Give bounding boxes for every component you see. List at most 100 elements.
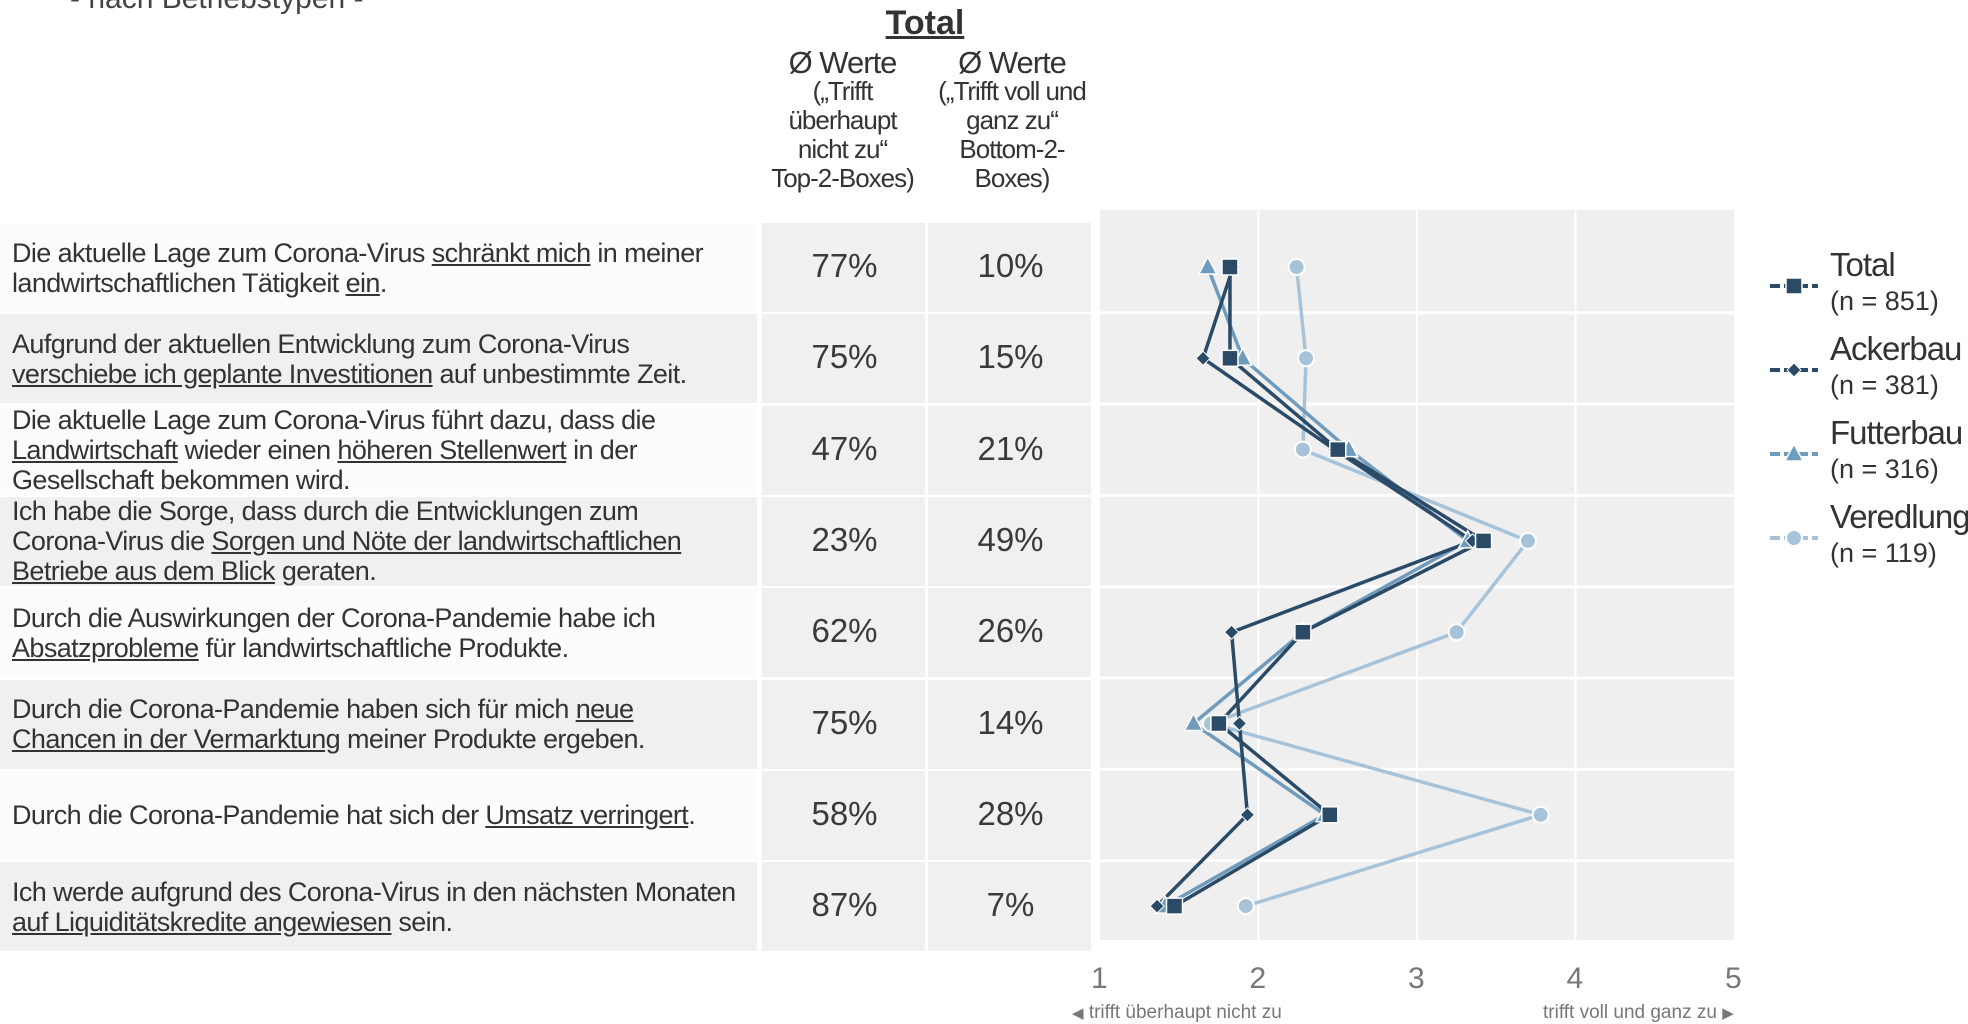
arrow-left-icon: ◀ <box>1072 1005 1084 1022</box>
statement-segment: Gesellschaft bekommen wird. <box>12 465 351 496</box>
legend-series-name: Futterbau <box>1830 414 1963 451</box>
data-point-total <box>1221 349 1239 368</box>
row-band <box>0 405 757 495</box>
statement-line: Betriebe aus dem Blick geraten. <box>12 556 757 586</box>
legend-sample-size: (n = 381) <box>1830 370 1939 400</box>
top2-value: 75% <box>811 338 878 376</box>
column-header-bottom2-line: („Trifft voll und <box>938 76 1087 106</box>
statement-text: Die aktuelle Lage zum Corona-Virus schrä… <box>12 238 757 298</box>
value-cell-bg <box>762 405 925 495</box>
statement-segment: wieder einen <box>177 435 338 466</box>
x-tick-label: 2 <box>1249 962 1267 995</box>
row-band <box>0 588 757 678</box>
statement-emphasis: schränkt mich <box>431 237 591 268</box>
bottom2-value: 26% <box>977 612 1044 650</box>
legend-swatch <box>1770 362 1818 378</box>
value-cell-bg <box>762 679 925 769</box>
row-band <box>0 314 757 404</box>
statement-line: Chancen in der Vermarktung meiner Produk… <box>12 724 757 754</box>
legend-marker <box>1786 362 1802 378</box>
statement-line: Aufgrund der aktuellen Entwicklung zum C… <box>12 329 757 359</box>
column-header-top2-line: Top-2-Boxes) <box>771 163 915 193</box>
value-cell-bg <box>928 588 1091 678</box>
legend-sample-size: (n = 851) <box>1830 286 1939 316</box>
statement-line: Corona-Virus die Sorgen und Nöte der lan… <box>12 526 757 556</box>
statement-segment: Ich habe die Sorge, dass durch die Entwi… <box>12 496 639 527</box>
legend-swatch <box>1770 277 1818 295</box>
statement-segment: meiner Produkte ergeben. <box>340 724 645 754</box>
legend-sample-size: (n = 316) <box>1830 454 1939 484</box>
x-axis-note-left: ◀ trifft überhaupt nicht zu <box>1072 1002 1282 1024</box>
statement-emphasis: Umsatz verringert <box>485 800 689 831</box>
value-cell-bg <box>928 496 1091 586</box>
bottom2-value: 15% <box>977 338 1044 376</box>
top2-value: 77% <box>811 247 878 284</box>
statement-line: Die aktuelle Lage zum Corona-Virus schrä… <box>12 238 757 268</box>
statement-line: Durch die Corona-Pandemie haben sich für… <box>12 694 757 724</box>
series-line-ackerbau <box>1155 266 1475 908</box>
data-point-ackerbau <box>1239 807 1256 823</box>
legend-series-name: Veredlung <box>1830 498 1968 535</box>
total-header: Total <box>885 4 965 42</box>
top2-value: 62% <box>811 612 878 650</box>
row-band <box>0 223 757 312</box>
arrow-right-icon: ▶ <box>1722 1005 1734 1022</box>
data-point-futterbau <box>1183 711 1204 732</box>
value-cell-bg <box>762 314 925 404</box>
data-point-ackerbau <box>1149 898 1165 914</box>
statement-line: Ich habe die Sorge, dass durch die Entwi… <box>12 496 757 526</box>
x-tick-label: 3 <box>1408 962 1425 995</box>
statement-emphasis: ein <box>345 267 381 298</box>
top2-value: 23% <box>811 520 878 558</box>
statement-line: Die aktuelle Lage zum Corona-Virus führt… <box>12 405 757 435</box>
value-cell-bg <box>762 496 925 586</box>
statement-text: Die aktuelle Lage zum Corona-Virus führt… <box>12 405 757 495</box>
value-cell-bg <box>928 314 1091 404</box>
data-point-veredlung <box>1518 531 1537 550</box>
x-tick-label: 1 <box>1091 962 1108 995</box>
series-line-total <box>1173 267 1486 908</box>
x-tick-label: 4 <box>1566 962 1584 995</box>
x-tick-label: 5 <box>1725 962 1742 995</box>
x-axis-note-right-text: trifft voll und ganz zu <box>1543 1002 1717 1023</box>
x-axis-note-right: trifft voll und ganz zu ▶ <box>1543 1002 1734 1024</box>
data-point-total <box>1474 532 1493 550</box>
data-point-total <box>1165 897 1184 915</box>
value-cell-bg <box>928 679 1091 769</box>
column-header-top2-line: überhaupt <box>788 105 897 135</box>
statement-emphasis: verschiebe ich geplante Investitionen <box>12 358 433 389</box>
chart-subtitle: - nach Betriebstypen - <box>70 0 363 16</box>
bottom2-value: 49% <box>977 520 1044 558</box>
data-point-total <box>1321 806 1339 824</box>
statement-segment: Aufgrund der aktuellen Entwicklung zum C… <box>12 328 630 359</box>
column-header-top2-line: („Trifft <box>812 76 874 106</box>
statement-segment: auf unbestimmte Zeit. <box>432 358 687 389</box>
statement-segment: . <box>379 267 387 298</box>
row-band <box>0 862 757 952</box>
legend-swatch <box>1770 529 1818 547</box>
statement-emphasis: neue <box>575 694 634 724</box>
statement-segment: . <box>688 800 696 831</box>
statement-line: landwirtschaftlichen Tätigkeit ein. <box>12 268 757 298</box>
column-header-bottom2-line: Boxes) <box>974 163 1051 193</box>
value-cell-bg <box>928 223 1091 312</box>
statement-segment: Corona-Virus die <box>12 526 212 557</box>
row-band <box>0 496 757 586</box>
value-cell-bg <box>762 223 925 312</box>
column-header-bottom2: Ø Werte („Trifft voll und ganz zu“ Botto… <box>927 47 1097 193</box>
x-axis-note-left-text: trifft überhaupt nicht zu <box>1088 1002 1282 1023</box>
bottom2-value: 21% <box>977 429 1044 467</box>
statement-text: Durch die Corona-Pandemie hat sich der U… <box>12 800 757 830</box>
value-cell-bg <box>762 588 925 678</box>
value-cell-bg <box>928 770 1091 860</box>
legend-marker <box>1785 529 1803 547</box>
statement-emphasis: höheren Stellenwert <box>337 435 567 466</box>
statement-segment: Durch die Auswirkungen der Corona-Pandem… <box>12 602 656 633</box>
data-point-veredlung <box>1531 805 1550 824</box>
statement-segment: Die aktuelle Lage zum Corona-Virus <box>12 237 432 268</box>
statement-segment: landwirtschaftlichen Tätigkeit <box>12 267 346 298</box>
top2-value: 75% <box>811 703 878 741</box>
data-point-veredlung <box>1287 258 1306 276</box>
value-cell-bg <box>928 862 1091 952</box>
statement-text: Aufgrund der aktuellen Entwicklung zum C… <box>12 329 757 389</box>
